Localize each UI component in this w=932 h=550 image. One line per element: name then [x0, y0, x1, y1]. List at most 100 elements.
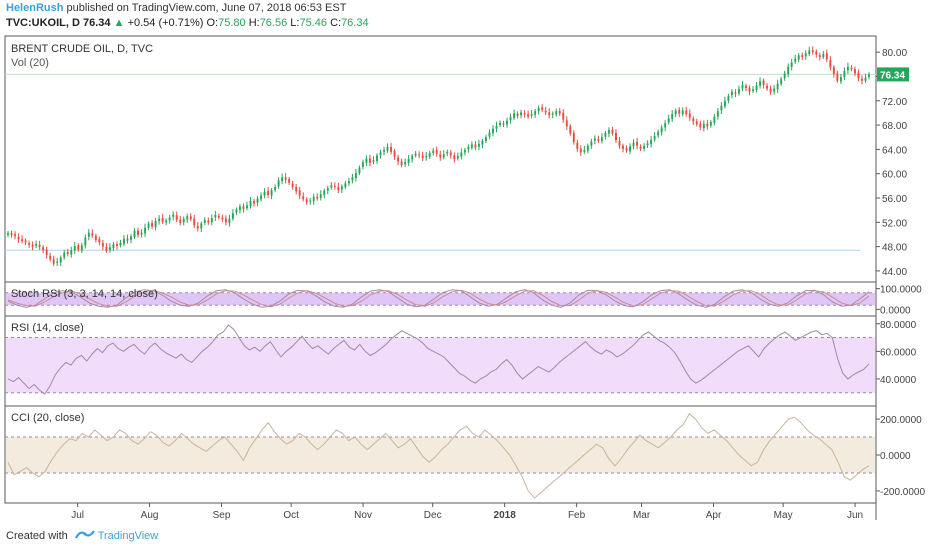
candle-body — [692, 118, 695, 122]
candle-body — [523, 113, 526, 115]
candle-body — [144, 227, 147, 234]
high-value: 76.56 — [259, 17, 288, 29]
ohlc-line: TVC:UKOIL, D 76.34 ▲ +0.54 (+0.71%) O:75… — [6, 17, 369, 29]
candle-body — [228, 218, 231, 224]
candle-body — [825, 53, 828, 60]
candle-body — [133, 230, 136, 238]
candle-body — [70, 250, 73, 255]
candle-body — [738, 89, 740, 94]
candle-body — [358, 167, 361, 174]
candle-body — [695, 121, 698, 125]
candle-body — [748, 88, 751, 92]
candle-body — [836, 73, 839, 81]
candle-body — [671, 114, 674, 120]
candle-body — [295, 187, 298, 192]
candle-body — [492, 128, 494, 134]
price-axis-tick-label: 52.00 — [882, 218, 907, 229]
candle-body — [857, 72, 860, 79]
candle-body — [699, 123, 702, 128]
candle-body — [664, 123, 667, 128]
candle-body — [288, 179, 291, 183]
candle-body — [267, 191, 270, 195]
time-axis-tick-label: Aug — [141, 510, 159, 521]
candle-body — [221, 217, 224, 220]
candle-body — [414, 153, 417, 156]
candle-body — [154, 221, 157, 228]
time-axis-tick-label: Mar — [633, 510, 651, 521]
candle-body — [660, 127, 663, 133]
time-axis-tick-label: Feb — [568, 510, 586, 521]
candle-body — [629, 146, 631, 152]
candle-body — [147, 223, 150, 228]
cci-axis-tick-label: 0.0000 — [880, 451, 911, 462]
candle-body — [231, 213, 234, 219]
candle-body — [404, 162, 407, 165]
candle-body — [77, 245, 80, 250]
candle-body — [316, 196, 319, 199]
candle-body — [745, 85, 747, 89]
candle-body — [688, 113, 691, 118]
candle-body — [576, 142, 579, 149]
candle-body — [558, 111, 561, 114]
candle-body — [506, 120, 508, 125]
candle-body — [140, 232, 143, 235]
candle-body — [446, 151, 449, 154]
candle-body — [615, 132, 617, 141]
candle-body — [868, 74, 870, 77]
candle-body — [21, 239, 24, 242]
candle-body — [495, 125, 498, 129]
candle-body — [861, 79, 863, 81]
candle-body — [769, 88, 772, 93]
candle-body — [734, 92, 737, 94]
candle-body — [527, 114, 530, 117]
author-name[interactable]: HelenRush — [6, 2, 64, 14]
price-axis-tick-label: 64.00 — [882, 145, 907, 156]
candle-body — [337, 187, 340, 191]
candle-body — [179, 219, 182, 223]
candle-body — [45, 249, 48, 256]
candle-body — [253, 201, 255, 204]
candle-body — [681, 110, 684, 115]
candle-body — [340, 186, 343, 190]
candle-body — [460, 152, 463, 157]
candle-body — [562, 112, 565, 120]
time-axis-tick-label: Sep — [213, 510, 231, 521]
price-axis-tick-label: 80.00 — [882, 48, 907, 59]
candle-body — [467, 146, 470, 150]
price-axis-tick-label: 60.00 — [882, 170, 907, 181]
candle-body — [864, 77, 867, 81]
rsi-axis-tick-label: 80.0000 — [880, 320, 917, 331]
rsi-series-line — [7, 324, 870, 395]
candle-body — [305, 199, 308, 203]
published-text: published on TradingView.com, June 07, 2… — [66, 2, 347, 14]
close-label: C: — [330, 17, 342, 29]
candle-body — [35, 244, 38, 246]
candle-body — [249, 201, 252, 207]
cci-band — [6, 437, 875, 473]
candle-body — [189, 216, 192, 220]
candle-body — [843, 70, 846, 78]
candle-body — [365, 158, 368, 163]
candle-body — [421, 155, 424, 158]
candle-body — [372, 160, 375, 163]
candle-body — [298, 190, 301, 196]
symbol-label: TVC:UKOIL, D — [6, 17, 80, 29]
cci-axis-tick-label: 200.0000 — [880, 415, 922, 426]
tradingview-brand[interactable]: TradingView — [97, 530, 159, 542]
candle-body — [839, 77, 842, 82]
candle-body — [383, 149, 385, 152]
candle-body — [7, 233, 9, 236]
candle-body — [604, 132, 607, 137]
candle-body — [351, 177, 354, 181]
candle-body — [323, 190, 326, 196]
candle-body — [716, 111, 719, 117]
candle-body — [453, 155, 456, 160]
candle-body — [418, 154, 421, 156]
candle-body — [59, 257, 62, 263]
time-axis-tick-label: Jun — [847, 510, 863, 521]
candle-body — [815, 51, 818, 55]
candle-body — [488, 132, 491, 137]
last-price-tag-label: 76.34 — [880, 70, 905, 81]
candle-body — [484, 137, 487, 141]
